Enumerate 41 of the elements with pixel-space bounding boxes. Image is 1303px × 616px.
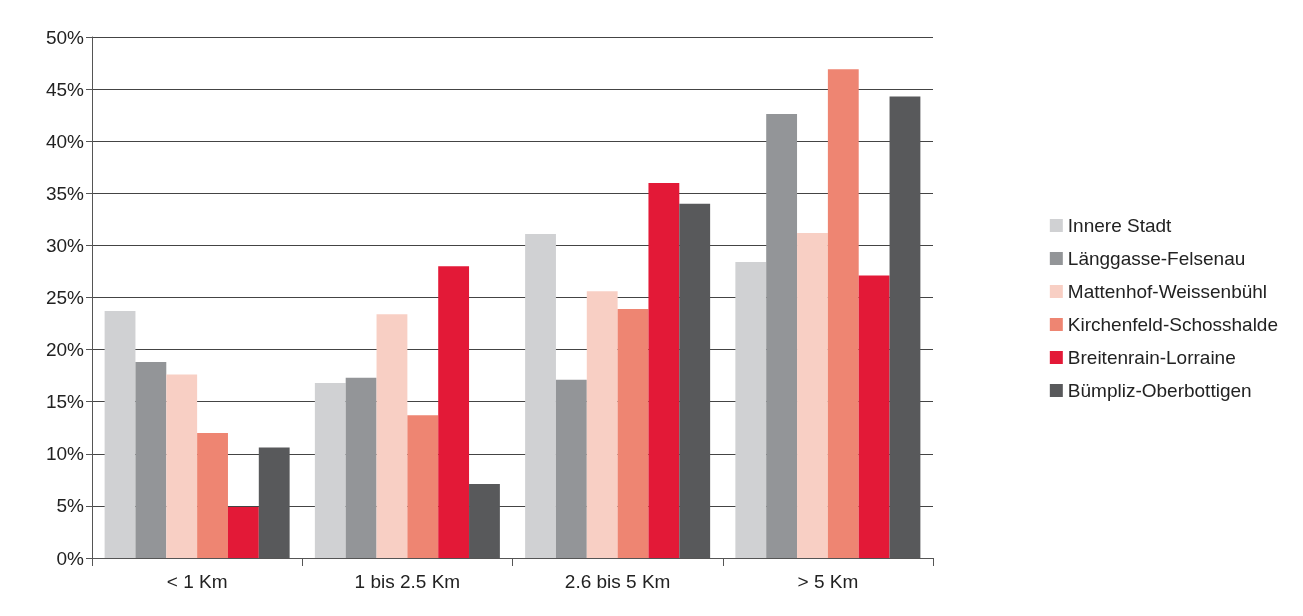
x-tick-label: 2.6 bis 5 Km — [564, 571, 671, 592]
legend-label: Länggasse-Felsenau — [1067, 248, 1246, 269]
bar — [104, 311, 136, 558]
bar — [858, 275, 890, 558]
x-tick-label: < 1 Km — [166, 571, 228, 592]
bar — [827, 69, 859, 558]
legend-label: Breitenrain-Lorraine — [1067, 347, 1236, 368]
legend-label: Innere Stadt — [1067, 215, 1173, 236]
y-tick-label: 15% — [45, 391, 85, 413]
y-tick-label: 0% — [56, 547, 85, 569]
legend-label: Mattenhof-Weissenbühl — [1067, 281, 1268, 302]
bar — [135, 362, 167, 558]
bar — [438, 266, 470, 558]
bar — [314, 382, 346, 558]
bar — [797, 232, 828, 558]
legend-label: Kirchenfeld-Schosshalde — [1067, 314, 1279, 335]
y-tick-label: 10% — [45, 443, 85, 465]
legend-label: Bümpliz-Oberbottigen — [1067, 380, 1252, 401]
bar — [525, 233, 556, 558]
bar — [648, 182, 680, 558]
y-tick-label: 30% — [45, 234, 85, 256]
bar — [197, 432, 228, 558]
y-tick-label: 50% — [45, 26, 85, 48]
bar — [555, 379, 587, 558]
bar — [166, 374, 198, 558]
bar — [617, 308, 649, 558]
bar — [227, 506, 259, 558]
y-tick-label: 35% — [45, 182, 85, 204]
y-tick-label: 20% — [45, 339, 85, 361]
bar — [586, 291, 618, 558]
y-tick-label: 45% — [45, 78, 85, 100]
y-tick-label: 40% — [45, 130, 85, 152]
y-tick-label: 5% — [56, 495, 85, 517]
bar — [345, 377, 377, 558]
bar — [407, 415, 439, 558]
y-tick-label: 25% — [45, 287, 85, 308]
x-tick-label: 1 bis 2.5 Km — [354, 571, 461, 592]
bar — [376, 314, 408, 558]
x-tick-label: > 5 Km — [797, 571, 859, 592]
bar — [735, 262, 767, 558]
bar — [766, 114, 798, 558]
